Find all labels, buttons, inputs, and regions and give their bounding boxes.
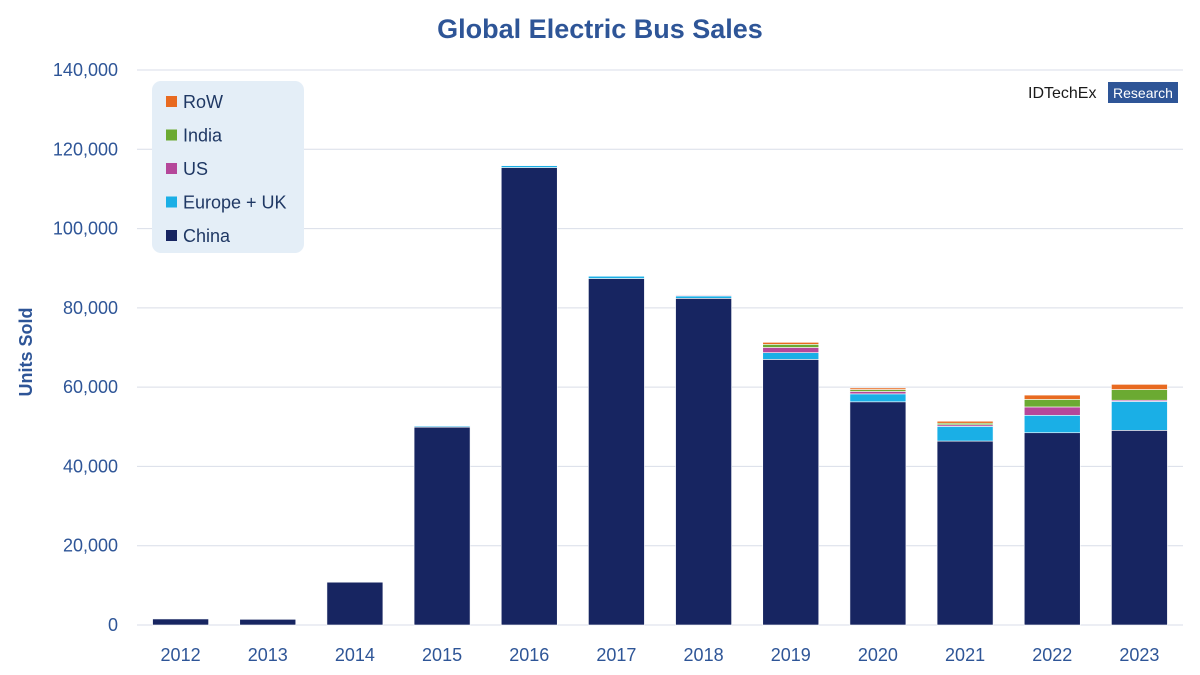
bar-segment-china-2016 (500, 167, 558, 626)
bar-segment-india-2022 (1023, 399, 1081, 408)
legend-label-row: RoW (183, 92, 223, 112)
legend-swatch-europe-uk (166, 196, 177, 208)
bar-segment-china-2022 (1023, 432, 1081, 626)
legend-label-india: India (183, 126, 223, 146)
y-tick-label: 40,000 (63, 456, 118, 476)
logo-badge-text: Research (1113, 85, 1173, 101)
y-tick-label: 80,000 (63, 298, 118, 318)
bar-segment-china-2015 (413, 426, 471, 626)
legend-background (152, 81, 304, 253)
bar-segment-europe-uk-2020 (849, 393, 907, 403)
bar-segment-row-2023 (1111, 384, 1168, 390)
bar-segment-europe-uk-2021 (936, 426, 994, 442)
y-tick-label: 60,000 (63, 377, 118, 397)
bar-segment-europe-uk-2023 (1111, 401, 1168, 431)
x-tick-label: 2018 (684, 645, 724, 665)
bar-segment-us-2015 (413, 425, 471, 427)
x-tick-label: 2014 (335, 645, 375, 665)
bar-segment-china-2021 (936, 440, 994, 626)
y-tick-label: 20,000 (63, 536, 118, 556)
legend-label-china: China (183, 226, 231, 246)
legend-swatch-row (166, 96, 177, 107)
bar-segment-china-2012 (152, 618, 209, 626)
idtechex-logo: IDTechEx Research (1028, 82, 1178, 103)
legend-swatch-us (166, 163, 177, 174)
bar-segment-china-2013 (239, 618, 297, 626)
chart-title: Global Electric Bus Sales (437, 14, 763, 44)
x-tick-label: 2015 (422, 645, 462, 665)
x-axis-ticks: 2012 2013 2014 2015 2016 2017 2018 2019 2020 2021… (161, 645, 1160, 665)
logo-badge (1108, 82, 1178, 103)
legend-label-us: US (183, 159, 208, 179)
legend: RoW India US Europe + UK China (152, 81, 304, 253)
bar-segment-europe-uk-2013 (239, 618, 297, 620)
bar-segment-us-2019 (762, 347, 820, 353)
bar-segment-china-2019 (762, 359, 820, 626)
bar-segment-europe-uk-2022 (1023, 414, 1081, 434)
gridlines (137, 69, 1183, 626)
bar-segment-china-2020 (849, 401, 907, 626)
y-tick-label: 0 (108, 615, 118, 635)
bar-segment-us-2017 (588, 275, 645, 277)
bar-segment-europe-uk-2012 (152, 618, 209, 620)
y-tick-label: 100,000 (53, 219, 118, 239)
x-tick-label: 2013 (248, 645, 288, 665)
x-tick-label: 2019 (771, 645, 811, 665)
x-tick-label: 2012 (161, 645, 201, 665)
bar-segment-row-2018 (675, 294, 732, 296)
bar-segment-europe-uk-2014 (326, 581, 384, 583)
bar-segment-china-2023 (1111, 430, 1168, 626)
bar-segment-europe-uk-2019 (762, 352, 820, 360)
y-axis-ticks: 0 20,000 40,000 60,000 80,000 100,000 120,000 1… (53, 60, 118, 635)
logo-text: IDTechEx (1028, 85, 1096, 102)
legend-entries: RoW India US Europe + UK China (166, 92, 287, 246)
x-tick-label: 2022 (1032, 645, 1072, 665)
bar-segment-china-2018 (675, 298, 732, 626)
y-tick-label: 140,000 (53, 60, 118, 80)
legend-swatch-india (166, 129, 177, 141)
bar-segment-us-2020 (849, 391, 907, 395)
bar-segment-row-2021 (936, 420, 994, 424)
x-tick-label: 2016 (509, 645, 549, 665)
y-axis-label: Units Sold (16, 308, 36, 397)
x-tick-label: 2017 (596, 645, 636, 665)
x-tick-label: 2023 (1119, 645, 1159, 665)
bar-segment-row-2019 (762, 342, 820, 345)
bar-segment-us-2016 (500, 164, 558, 166)
bar-segment-row-2020 (849, 387, 907, 390)
bar-segment-row-2022 (1023, 394, 1081, 400)
legend-label-europe-uk: Europe + UK (183, 193, 287, 213)
bar-segment-china-2017 (588, 278, 645, 626)
bar-segment-europe-uk-2018 (675, 295, 732, 299)
legend-swatch-china (166, 230, 177, 241)
bar-segment-india-2019 (762, 344, 820, 348)
bar-segment-us-2022 (1023, 406, 1081, 416)
y-tick-label: 120,000 (53, 139, 118, 159)
bar-segment-china-2014 (326, 581, 384, 626)
x-tick-label: 2020 (858, 645, 898, 665)
x-tick-label: 2021 (945, 645, 985, 665)
bar-segment-india-2023 (1111, 389, 1168, 401)
bar-series (152, 164, 1168, 626)
